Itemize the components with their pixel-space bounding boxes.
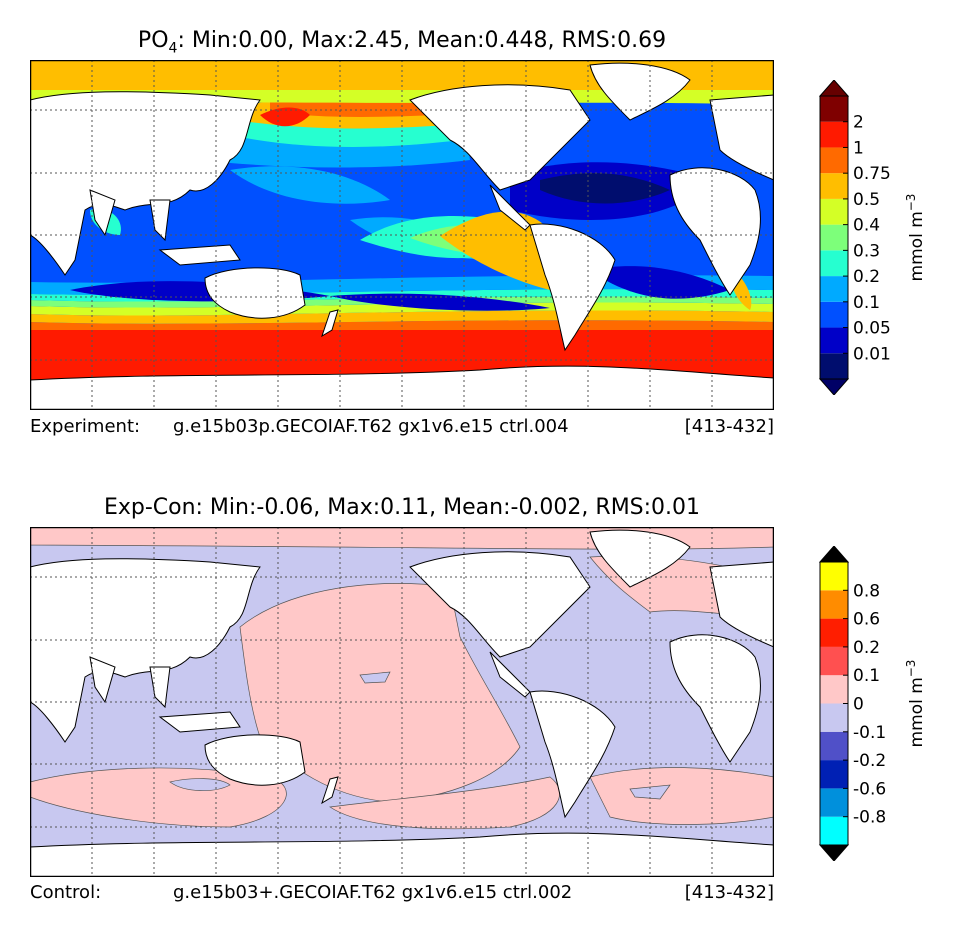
panel1-colorbar-tick-label: 0.05	[853, 319, 891, 339]
panel1-colorbar-under-extension	[818, 378, 850, 395]
panel2-colorbar-segment	[820, 703, 848, 732]
panel2-colorbar-under-extension	[818, 844, 850, 861]
panel1-colorbar-segment	[820, 224, 848, 251]
panel1-graticule	[30, 60, 774, 410]
panel1-colorbar-tick-label: 0.01	[853, 344, 891, 364]
panel1-colorbar-segment	[820, 121, 848, 148]
panel2-caption-years: [413-432]	[684, 882, 774, 903]
panel1-colorbar-segment	[820, 147, 848, 174]
panel1-colorbar-tick-label: 1	[853, 138, 864, 158]
panel2-colorbar-tick-label: 0.1	[853, 666, 880, 686]
panel1-frame	[30, 60, 774, 410]
panel1-title-sub: 4	[168, 40, 178, 57]
panel1-title: PO4: Min:0.00, Max:2.45, Mean:0.448, RMS…	[30, 28, 774, 56]
panel1-land	[30, 62, 774, 410]
panel1-colorbar-unit-label: mmol m−3	[904, 194, 927, 282]
panel2-colorbar-segment	[820, 646, 848, 676]
panel2-colorbar-segment	[820, 731, 848, 761]
panel2-colorbar-segment	[820, 760, 848, 789]
panel2-colorbar-unit-label: mmol m−3	[904, 660, 927, 748]
panel2-colorbar-segment	[820, 788, 848, 817]
panel2-colorbar-tick-label: -0.1	[853, 723, 886, 743]
panel1-colorbar: 0.01 0.05 0.1 0.2 0.3 0.4 0.5 0.75 1 2 mmol m−3	[818, 80, 927, 395]
panel1-title-var: PO	[137, 28, 169, 53]
panel1-colorbar-tick-label: 0.4	[853, 216, 880, 236]
panel1-colorbar-segment	[820, 250, 848, 277]
panel1-colorbar-tick-label: 0.75	[853, 164, 891, 184]
panel1-colorbar-segment	[820, 301, 848, 328]
panel2-frame	[30, 527, 774, 877]
panel1-colorbar-over-extension	[818, 80, 850, 97]
panel2-colorbar: -0.8 -0.6 -0.2 -0.1 0 0.1 0.2 0.6 0.8 mmol m−3	[818, 546, 927, 861]
panel1-colorbar-tick-label: 0.5	[853, 190, 880, 210]
panel2-title: Exp-Con: Min:-0.06, Max:0.11, Mean:-0.00…	[103, 495, 701, 520]
panel2-colorbar-over-extension	[818, 546, 850, 563]
panel2-colorbar-tick-label: 0	[853, 695, 864, 715]
panel1-colorbar-tick-label: 0.3	[853, 241, 880, 261]
panel2-colorbar-segment	[820, 590, 848, 619]
panel2-colorbar-segment	[820, 675, 848, 704]
panel2-caption-label: Control:	[30, 882, 102, 903]
panel1-sargasso-low	[540, 173, 670, 204]
panel2-caption-case: g.e15b03+.GECOIAF.T62 gx1v6.e15 ctrl.002	[173, 882, 573, 903]
panel1-east-pacific-upwelling	[440, 211, 550, 290]
panel1-map	[30, 60, 774, 410]
panel2-colorbar-tick-label: 0.2	[853, 638, 880, 658]
panel1-colorbar-segment	[820, 198, 848, 225]
panel1-caption-label: Experiment:	[30, 416, 141, 437]
panel2-map	[30, 527, 774, 877]
panel1-colorbar-segment	[820, 327, 848, 354]
panel1-colorbar-tick-label: 2	[853, 113, 864, 133]
panel2-graticule	[30, 527, 774, 877]
panel2-colorbar-tick-label: 0.8	[853, 581, 880, 601]
panel2-colorbar-tick-label: 0.6	[853, 610, 880, 630]
panel1-colorbar-segment	[820, 173, 848, 199]
panel2-colorbar-tick-label: -0.8	[853, 808, 886, 828]
panel2-land	[30, 529, 774, 877]
panel2-colorbar-segment	[820, 562, 848, 591]
panel2-colorbar-tick-label: -0.6	[853, 779, 886, 799]
panel1-colorbar-tick-label: 0.2	[853, 267, 880, 287]
panel1-caption-case: g.e15b03p.GECOIAF.T62 gx1v6.e15 ctrl.004	[173, 416, 569, 437]
panel2-colorbar-tick-label: -0.2	[853, 751, 886, 771]
panel1-colorbar-segment	[820, 353, 848, 379]
panel1-colorbar-frame	[819, 95, 849, 380]
panel2-colorbar-segment	[820, 618, 848, 647]
panel1-caption-years: [413-432]	[684, 416, 774, 437]
panel2-colorbar-segment	[820, 816, 848, 845]
panel1-colorbar-segment	[820, 96, 848, 122]
panel1-title-stats: : Min:0.00, Max:2.45, Mean:0.448, RMS:0.…	[177, 28, 667, 53]
panel1-colorbar-segment	[820, 276, 848, 302]
panel1-colorbar-tick-label: 0.1	[853, 293, 880, 313]
